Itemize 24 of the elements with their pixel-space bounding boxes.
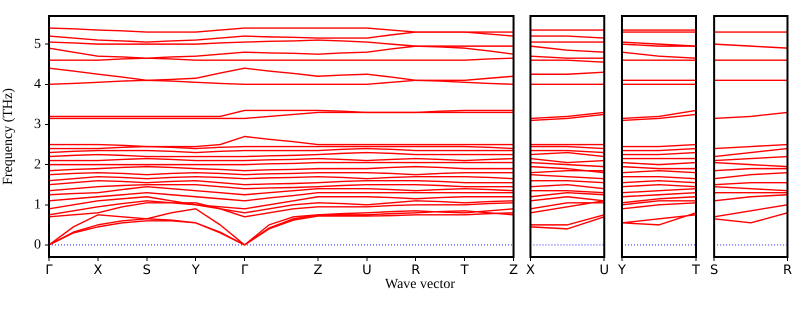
x-tick-label: U: [362, 263, 372, 278]
x-tick-label: Z: [313, 263, 322, 278]
x-tick-label: T: [460, 263, 469, 278]
x-tick-label: Γ: [240, 263, 249, 278]
y-tick-label: 4: [34, 76, 41, 92]
x-tick-label: Y: [616, 263, 626, 278]
x-tick-label: U: [599, 263, 609, 278]
x-tick-label: R: [411, 263, 420, 278]
x-tick-label: Y: [190, 263, 200, 278]
x-tick-label: Γ: [45, 263, 54, 278]
x-tick-label: Z: [509, 263, 518, 278]
x-tick-label: R: [782, 263, 792, 278]
y-tick-label: 5: [34, 36, 41, 52]
y-axis-title: Frequency (THz): [1, 88, 16, 185]
x-tick-label: X: [93, 263, 102, 278]
y-tick-label: 1: [34, 197, 41, 212]
x-tick-label: S: [142, 263, 151, 278]
y-tick-label: 0: [34, 238, 41, 253]
x-tick-label: S: [710, 263, 718, 278]
y-tick-label: 2: [34, 157, 41, 172]
x-tick-label: T: [691, 263, 700, 278]
x-tick-label: X: [526, 263, 535, 278]
y-tick-label: 3: [34, 117, 41, 132]
x-axis-title: Wave vector: [385, 277, 455, 293]
